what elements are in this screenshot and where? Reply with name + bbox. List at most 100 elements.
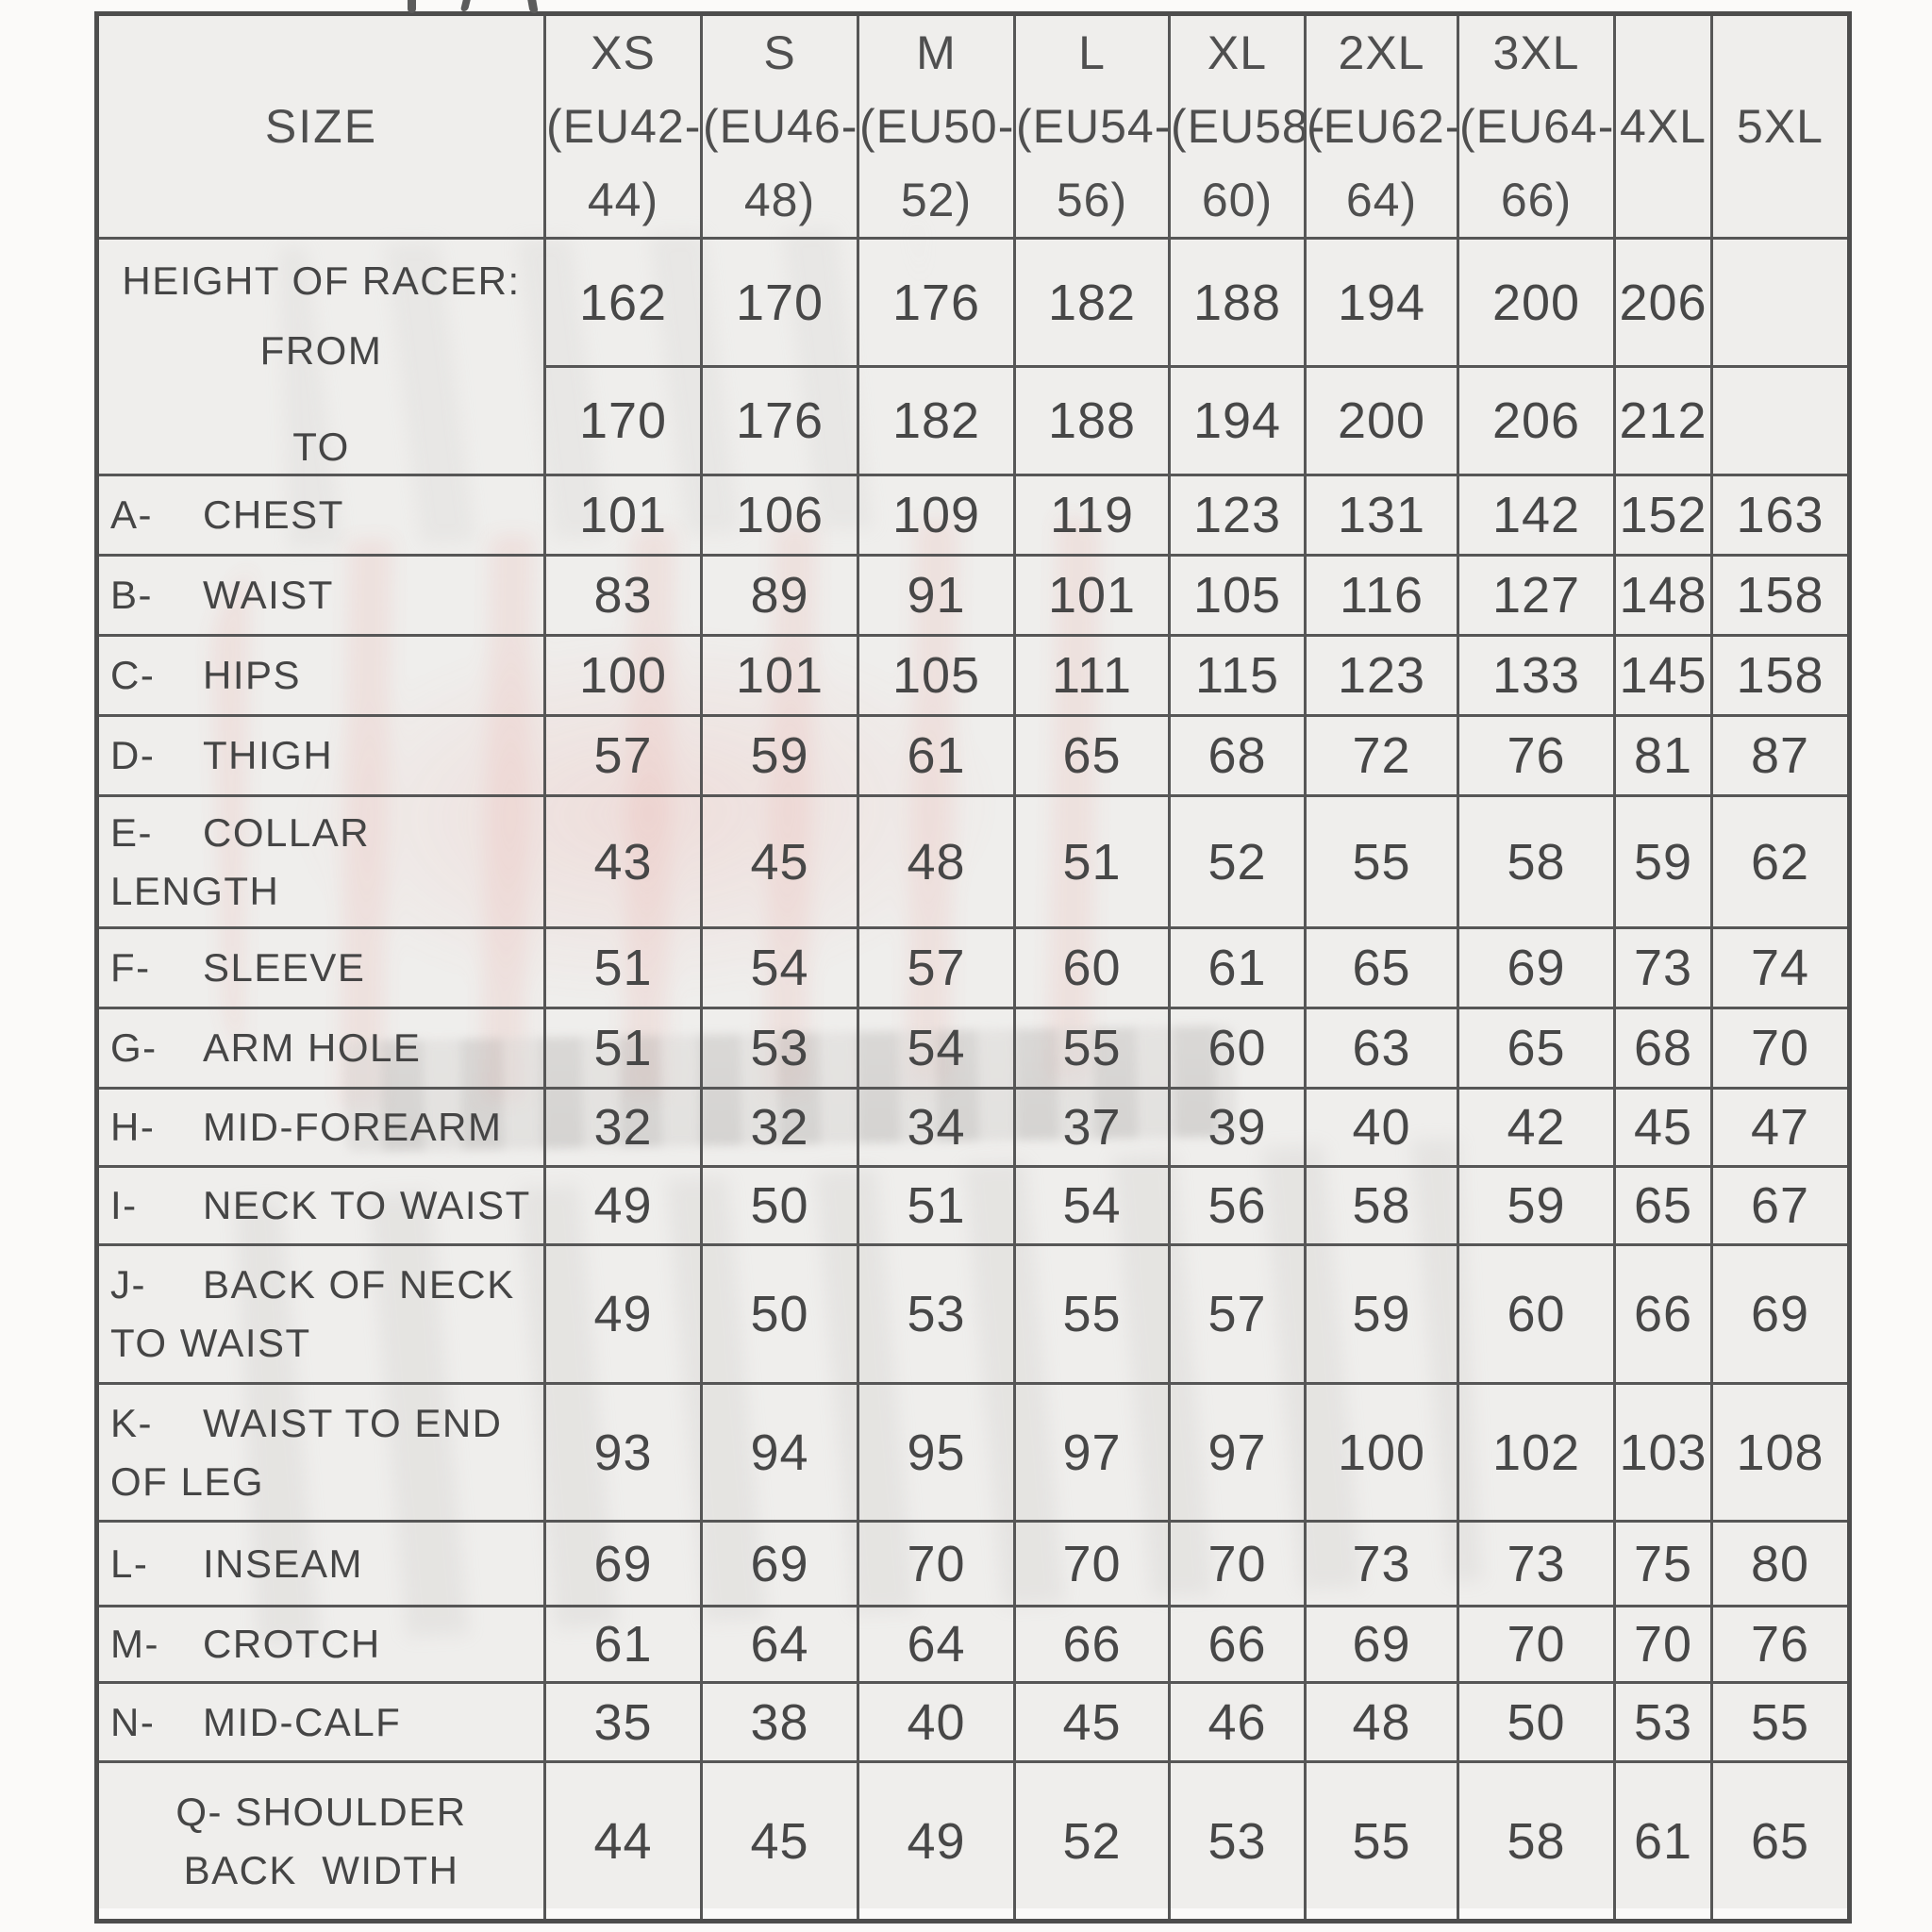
row-label-mid-calf: N- MID-CALF	[95, 1681, 546, 1763]
value-cell: 176	[857, 236, 1016, 369]
value-cell: 57	[857, 926, 1016, 1009]
value-cell: 47	[1710, 1087, 1851, 1168]
value-cell: 69	[1304, 1605, 1459, 1684]
row-letter: M-	[110, 1622, 159, 1666]
row-label-text: WAIST TO END OF LEG	[110, 1400, 515, 1504]
value-cell: 58	[1457, 1760, 1616, 1923]
value-cell: 72	[1304, 714, 1459, 797]
row-label-back-of-neck-to-waist: J- BACK OF NECK TO WAIST	[95, 1243, 546, 1385]
row-hips: C- HIPS 100 101 105 111 115 123 133 145 1…	[95, 634, 1851, 717]
row-thigh: D- THIGH 57 59 61 65 68 72 76 81 87	[95, 714, 1851, 797]
value-cell: 89	[700, 554, 859, 637]
value-cell: 70	[1457, 1605, 1616, 1684]
row-mid-calf: N- MID-CALF 35 38 40 45 46 48 50 53 55	[95, 1681, 1851, 1763]
height-of-racer-label: HEIGHT OF RACER: FROM TO	[95, 237, 546, 476]
value-cell: 45	[700, 1760, 859, 1923]
value-cell: 40	[1304, 1087, 1459, 1168]
value-cell: 119	[1013, 474, 1171, 557]
value-cell: 69	[543, 1520, 703, 1607]
value-cell: 70	[1613, 1605, 1713, 1684]
value-cell: 35	[543, 1681, 703, 1763]
value-cell: 61	[1168, 926, 1307, 1009]
row-label-shoulder-back-width: Q- SHOULDER BACK WIDTH	[95, 1760, 546, 1923]
row-letter: E-	[110, 809, 153, 855]
value-cell	[1710, 236, 1851, 369]
row-crotch: M- CROTCH 61 64 64 66 66 69 70 70 76	[95, 1605, 1851, 1684]
value-cell: 105	[857, 634, 1016, 717]
row-label-text: MID-CALF	[203, 1699, 402, 1744]
value-cell: 101	[543, 474, 703, 557]
value-cell: 68	[1613, 1007, 1713, 1090]
value-cell: 106	[700, 474, 859, 557]
value-cell: 58	[1457, 794, 1616, 929]
value-cell: 43	[543, 794, 703, 929]
value-cell: 131	[1304, 474, 1459, 557]
value-cell: 170	[700, 236, 859, 369]
value-cell: 176	[700, 365, 859, 476]
value-cell: 188	[1168, 236, 1307, 369]
row-letter: H-	[110, 1105, 156, 1149]
value-cell: 74	[1710, 926, 1851, 1009]
value-cell: 51	[857, 1165, 1016, 1246]
value-cell: 55	[1304, 794, 1459, 929]
value-cell: 101	[1013, 554, 1171, 637]
row-label-text: INSEAM	[203, 1541, 364, 1586]
value-cell: 133	[1457, 634, 1616, 717]
value-cell: 170	[543, 365, 703, 476]
value-cell: 55	[1013, 1243, 1171, 1385]
value-cell: 64	[700, 1605, 859, 1684]
value-cell: 73	[1613, 926, 1713, 1009]
row-letter: J-	[110, 1262, 146, 1307]
height-label-to: TO	[292, 425, 350, 469]
value-cell: 70	[1168, 1520, 1307, 1607]
row-letter: C-	[110, 653, 156, 697]
value-cell: 206	[1457, 365, 1616, 476]
row-letter: K-	[110, 1400, 153, 1445]
value-cell: 69	[1457, 926, 1616, 1009]
value-cell: 45	[1013, 1681, 1171, 1763]
value-cell: 37	[1013, 1087, 1171, 1168]
value-cell: 52	[1168, 794, 1307, 929]
value-cell: 59	[700, 714, 859, 797]
height-label-line1: HEIGHT OF RACER:	[122, 258, 521, 303]
value-cell: 68	[1168, 714, 1307, 797]
value-cell: 206	[1613, 236, 1713, 369]
row-letter: A-	[110, 492, 153, 537]
value-cell: 60	[1168, 1007, 1307, 1090]
row-inseam: L- INSEAM 69 69 70 70 70 73 73 75 80	[95, 1520, 1851, 1607]
column-header-m: M (EU50- 52)	[857, 12, 1016, 240]
value-cell: 42	[1457, 1087, 1616, 1168]
value-cell: 51	[543, 1007, 703, 1090]
row-label-text: WAIST	[203, 573, 334, 617]
value-cell: 59	[1613, 794, 1713, 929]
row-letter: F-	[110, 945, 151, 990]
value-cell: 97	[1168, 1382, 1307, 1523]
value-cell: 152	[1613, 474, 1713, 557]
row-waist-to-end-of-leg: K- WAIST TO END OF LEG 93 94 95 97 97 100…	[95, 1382, 1851, 1523]
value-cell: 148	[1613, 554, 1713, 637]
row-label-arm-hole: G- ARM HOLE	[95, 1007, 546, 1090]
value-cell: 53	[1168, 1760, 1307, 1923]
value-cell: 55	[1013, 1007, 1171, 1090]
value-cell: 142	[1457, 474, 1616, 557]
value-cell: 100	[543, 634, 703, 717]
value-cell: 50	[1457, 1681, 1616, 1763]
value-cell: 53	[857, 1243, 1016, 1385]
row-label-sleeve: F- SLEEVE	[95, 926, 546, 1009]
value-cell: 56	[1168, 1165, 1307, 1246]
value-cell: 50	[700, 1165, 859, 1246]
row-label-thigh: D- THIGH	[95, 714, 546, 797]
size-corner-header: SIZE	[95, 12, 546, 240]
value-cell: 212	[1613, 365, 1713, 476]
value-cell: 59	[1304, 1243, 1459, 1385]
row-label-waist-to-end-of-leg: K- WAIST TO END OF LEG	[95, 1382, 546, 1523]
row-label-waist: B- WAIST	[95, 554, 546, 637]
value-cell: 91	[857, 554, 1016, 637]
value-cell: 51	[1013, 794, 1171, 929]
value-cell: 158	[1710, 554, 1851, 637]
value-cell: 50	[700, 1243, 859, 1385]
row-sleeve: F- SLEEVE 51 54 57 60 61 65 69 73 74	[95, 926, 1851, 1009]
column-header-5xl: 5XL	[1710, 12, 1851, 240]
row-letter: N-	[110, 1699, 156, 1744]
cropped-title-artifact	[408, 0, 568, 14]
